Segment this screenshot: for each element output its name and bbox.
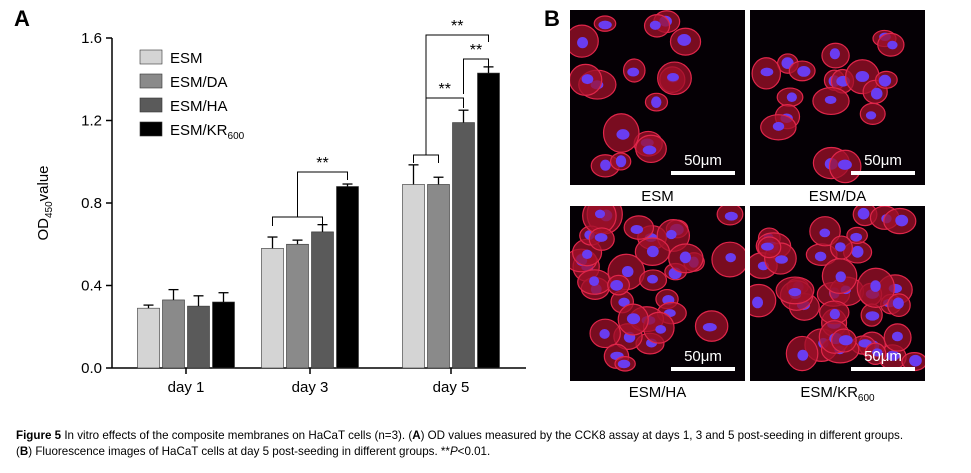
fluorescence-image (570, 206, 745, 381)
y-tick-label: 1.6 (81, 30, 102, 47)
caption-panel-a-ref: A (412, 429, 421, 442)
significance-bracket (425, 34, 489, 98)
y-tick-label: 1.2 (81, 113, 102, 130)
bar (187, 305, 210, 369)
legend-swatch (139, 121, 163, 137)
bar (286, 243, 309, 369)
bar (402, 184, 425, 369)
significance-bracket (463, 58, 489, 94)
scale-bar-label: 50μm (684, 348, 722, 365)
scale-bar-line (671, 367, 735, 371)
x-tick-label: day 5 (433, 379, 470, 396)
legend-swatch (139, 49, 163, 65)
y-axis-label: OD450value (35, 165, 55, 240)
y-tick-label: 0.8 (81, 195, 102, 212)
bar (162, 299, 185, 369)
scale-bar-line (851, 367, 915, 371)
micrograph-esm-da: 50μm (750, 10, 925, 185)
scale-bar-line (671, 171, 735, 175)
significance-label: ** (439, 81, 451, 98)
legend-label: ESM/HA (170, 98, 228, 115)
fluorescence-image (750, 10, 925, 185)
significance-group-bracket (413, 154, 439, 163)
micrograph-esm-ha: 50μm (570, 206, 745, 381)
caption-text-3: ) Fluorescence images of HaCaT cells at … (28, 445, 450, 458)
legend-label: ESM/DA (170, 74, 228, 91)
significance-label: ** (470, 42, 482, 59)
scale-bar-label: 50μm (864, 348, 902, 365)
caption-text-2: ) OD values measured by the CCK8 assay a… (420, 429, 904, 442)
scale-bar: 50μm (851, 152, 915, 175)
bar (261, 248, 284, 369)
legend-label: ESM/KR600 (170, 122, 245, 142)
micrograph-label: ESM/DA (808, 188, 867, 205)
bar (212, 301, 235, 369)
micrograph-esm: 50μm (570, 10, 745, 185)
scale-bar: 50μm (671, 152, 735, 175)
bar (477, 72, 500, 369)
scale-bar: 50μm (851, 348, 915, 371)
micrograph-label: ESM (641, 188, 674, 205)
bar (336, 186, 359, 369)
x-tick-label: day 3 (292, 379, 329, 396)
significance-label: ** (451, 18, 463, 35)
figure-caption: Figure 5 In vitro effects of the composi… (16, 428, 961, 460)
caption-text-4: <0.01. (457, 445, 491, 458)
bar-chart: 0.0 0.4 0.8 1.2 1.6 OD450value day 1 day 3 day 5… (35, 18, 526, 396)
panel-b-letter: B (544, 6, 560, 31)
caption-text-1: In vitro effects of the composite membra… (61, 429, 413, 442)
scale-bar-label: 50μm (864, 152, 902, 169)
legend-swatch (139, 97, 163, 113)
significance-bracket (425, 97, 464, 155)
scale-bar-line (851, 171, 915, 175)
legend-label: ESM (170, 50, 203, 67)
legend-swatch (139, 73, 163, 89)
significance-group-bracket (272, 216, 323, 226)
panel-a-letter: A (14, 6, 30, 31)
y-tick-label: 0.0 (81, 360, 102, 377)
fluorescence-image (570, 10, 745, 185)
scale-bar-label: 50μm (684, 152, 722, 169)
bar (311, 231, 334, 369)
caption-panel-b-ref: B (19, 445, 29, 458)
micrograph-label: ESM/HA (628, 384, 687, 401)
caption-p-symbol: P (449, 445, 458, 458)
fluorescence-image (750, 206, 925, 381)
bar (137, 307, 160, 369)
caption-label: Figure 5 (16, 429, 62, 442)
bar (452, 122, 475, 369)
caption-b-open: ( (16, 445, 20, 458)
panel-a: A 0.0 0.4 0.8 1.2 1.6 OD450value day 1 day 3 day… (0, 0, 560, 410)
y-tick-label: 0.4 (81, 278, 102, 295)
bar (427, 184, 450, 369)
micrograph-label: ESM/KR600 (800, 384, 875, 404)
significance-bracket (297, 171, 348, 217)
scale-bar: 50μm (671, 348, 735, 371)
micrograph-esm-kr600: 50μm (750, 206, 925, 381)
x-tick-label: day 1 (168, 379, 205, 396)
significance-label: ** (316, 155, 328, 172)
